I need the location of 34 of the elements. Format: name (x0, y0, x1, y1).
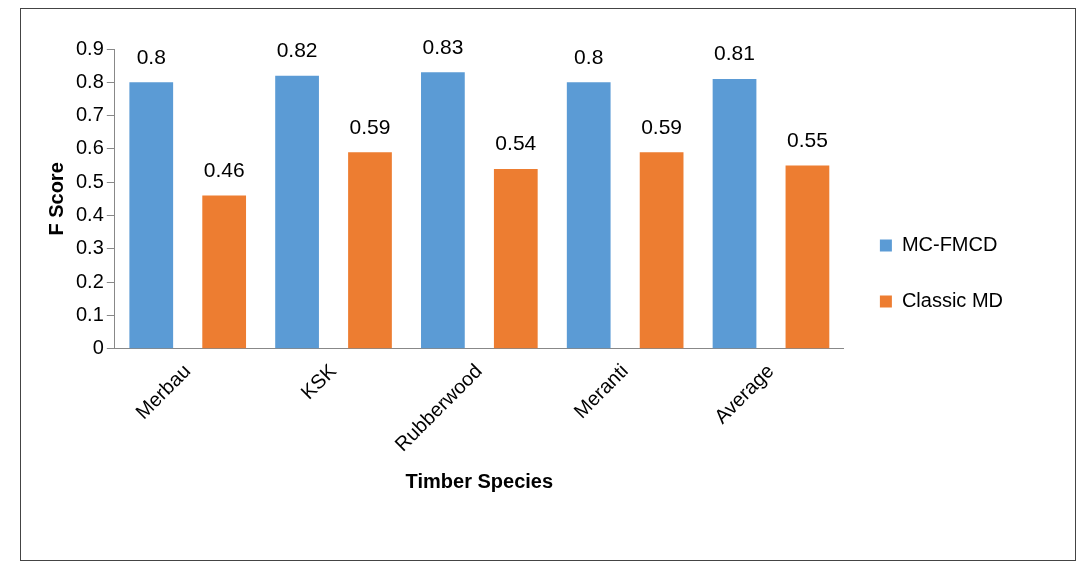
y-axis-title: F Score (44, 162, 67, 236)
y-tick-label: 0.3 (75, 236, 104, 259)
bar (493, 168, 538, 349)
bar (202, 195, 247, 349)
data-label: 0.59 (349, 114, 391, 138)
data-label: 0.8 (136, 44, 166, 68)
bar (712, 78, 757, 349)
bar (275, 75, 319, 349)
y-tick-label: 0.1 (75, 303, 104, 326)
bar (421, 72, 465, 349)
data-label: 0.82 (276, 37, 318, 61)
y-tick-label: 0 (92, 336, 104, 359)
bar (348, 152, 392, 349)
bar (129, 82, 174, 349)
y-tick-label: 0.9 (75, 36, 104, 59)
bar (785, 165, 830, 349)
x-axis-title: Timber Species (405, 469, 554, 492)
bar (639, 152, 684, 349)
data-label: 0.83 (422, 34, 464, 58)
data-label: 0.46 (203, 157, 245, 181)
data-label: 0.55 (786, 127, 828, 151)
y-tick-label: 0.4 (75, 203, 104, 226)
legend-label: Classic MD (901, 289, 1004, 312)
data-label: 0.8 (574, 44, 604, 68)
legend-label: MC-FMCD (901, 233, 998, 256)
y-tick-label: 0.5 (75, 169, 104, 192)
y-tick-label: 0.8 (75, 69, 104, 92)
y-tick-label: 0.6 (75, 136, 104, 159)
data-label: 0.54 (495, 131, 537, 155)
y-tick-label: 0.7 (75, 103, 104, 126)
data-label: 0.81 (714, 41, 755, 65)
bar (566, 82, 611, 349)
y-tick-label: 0.2 (75, 269, 104, 292)
data-label: 0.59 (641, 114, 683, 138)
